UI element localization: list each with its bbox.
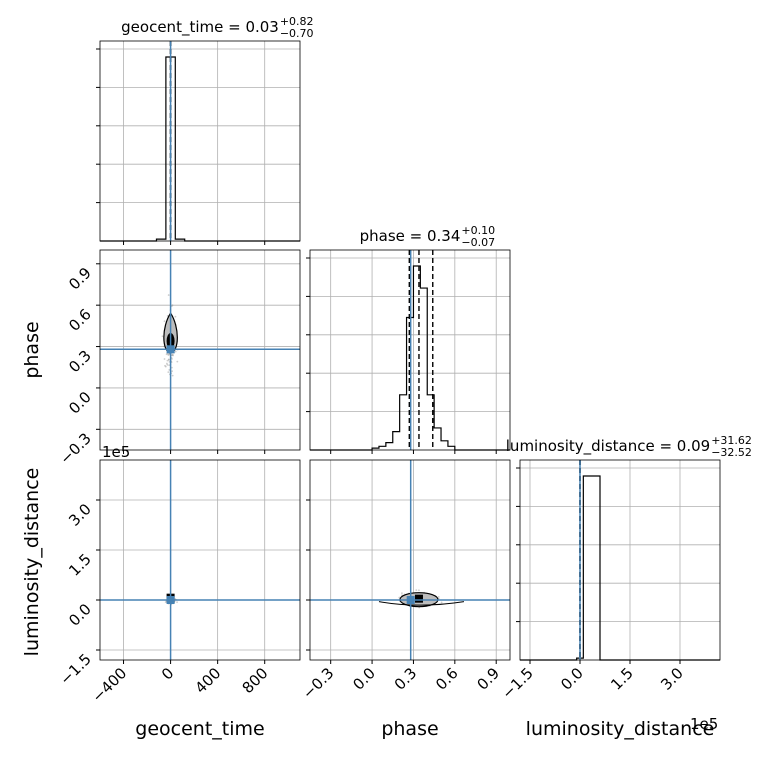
sample-point <box>167 371 170 374</box>
offset-label-x: 1e5 <box>690 715 718 733</box>
sample-point <box>168 364 171 367</box>
y-tick-label: 0.0 <box>65 600 95 630</box>
sample-point <box>174 350 177 353</box>
title-main: luminosity_distance = 0.09 <box>506 437 710 456</box>
scatter-panel-geocent-time-vs-luminosity-distance: −400 0 400 800 −1.5 0.0 1.5 3.0 <box>56 459 301 706</box>
xlabel-phase: phase <box>381 718 438 740</box>
ylabel-phase: phase <box>21 321 43 378</box>
panel-title: phase = 0.34 <box>360 227 461 245</box>
title-minus: −32.52 <box>711 446 752 459</box>
x-tick-label: 3.0 <box>657 664 687 694</box>
panel-frame <box>99 459 301 661</box>
x-tick-label: 0 <box>158 664 177 683</box>
sample-point <box>163 358 166 360</box>
sample-point <box>165 353 168 356</box>
axis-labels: geocent_time phase luminosity_distance p… <box>21 321 718 740</box>
x-tick-label: −0.3 <box>299 664 337 702</box>
y-tick-label: 0.0 <box>65 388 95 418</box>
sample-point <box>167 358 170 361</box>
x-tick-label: 0.0 <box>557 664 587 694</box>
offset-label-y: 1e5 <box>102 443 130 461</box>
panel-title: luminosity_distance = 0.09 <box>506 437 710 456</box>
sample-point <box>166 363 169 366</box>
sample-point <box>163 320 166 323</box>
sample-point <box>418 589 420 592</box>
x-tick-label: 800 <box>239 664 272 697</box>
sample-point <box>401 592 403 595</box>
panel-frame <box>309 459 511 661</box>
title-errors: +0.10−0.07 <box>461 224 495 249</box>
x-tick-label: 400 <box>191 664 224 697</box>
sample-point <box>166 359 169 362</box>
sample-point <box>168 369 171 371</box>
hist-step <box>310 265 510 451</box>
title-plus: +0.10 <box>461 224 495 237</box>
sample-point <box>171 374 174 377</box>
x-tick-label: 0.6 <box>432 664 462 694</box>
panel-frame <box>309 249 511 451</box>
panel-frame <box>99 40 301 242</box>
hist-panel-geocent-time: geocent_time = 0.03 +0.82−0.70 <box>96 15 314 245</box>
title-errors: +31.62−32.52 <box>711 434 752 459</box>
y-tick-label: 3.0 <box>65 500 95 530</box>
contour-tail <box>378 601 465 606</box>
scatter-panel-geocent-time-vs-phase: −0.3 0.0 0.3 0.6 0.9 <box>56 249 301 468</box>
hist-step <box>520 475 720 661</box>
sample-point <box>176 601 178 604</box>
sample-point <box>172 354 174 357</box>
panel-frame <box>519 459 721 661</box>
sample-point <box>440 601 443 604</box>
sample-point <box>176 360 179 363</box>
hist-step <box>100 56 300 242</box>
sample-point <box>437 595 440 598</box>
sample-point <box>174 315 177 318</box>
scatter-panel-phase-vs-luminosity-distance: −0.3 0.0 0.3 0.6 0.9 <box>299 459 511 703</box>
sample-point <box>161 335 164 338</box>
x-tick-label: 1.5 <box>607 664 637 694</box>
title-main: phase = 0.34 <box>360 227 461 245</box>
hist-panel-phase: phase = 0.34 +0.10−0.07 <box>306 224 511 454</box>
ylabel-luminosity-distance: luminosity_distance <box>21 468 43 657</box>
y-tick-label: 0.3 <box>65 347 95 377</box>
sample-point <box>171 366 173 369</box>
title-errors: +0.82−0.70 <box>280 15 314 40</box>
x-tick-label: −1.5 <box>498 664 536 702</box>
sample-point <box>415 589 418 592</box>
truth-marker <box>406 596 415 604</box>
contour-inner <box>414 594 423 603</box>
x-tick-label: 0.0 <box>349 664 379 694</box>
panel-frame <box>99 249 301 451</box>
truth-marker <box>166 345 175 354</box>
xlabel-geocent-time: geocent_time <box>135 718 264 740</box>
sample-point <box>171 370 173 373</box>
xlabel-luminosity-distance: luminosity_distance <box>526 718 715 740</box>
title-plus: +31.62 <box>711 434 752 447</box>
panel-title: geocent_time = 0.03 <box>121 18 279 37</box>
title-main: geocent_time = 0.03 <box>121 18 279 37</box>
title-minus: −0.07 <box>461 236 495 249</box>
y-tick-label: 0.9 <box>65 264 95 294</box>
title-minus: −0.70 <box>280 27 314 40</box>
y-tick-label: 0.6 <box>65 305 95 335</box>
x-tick-label: 0.3 <box>391 664 421 694</box>
y-tick-label: −1.5 <box>56 650 94 688</box>
sample-point <box>167 294 170 296</box>
y-tick-label: 1.5 <box>65 550 95 580</box>
sample-point <box>164 364 166 367</box>
truth-marker <box>166 596 175 604</box>
title-plus: +0.82 <box>280 15 314 28</box>
y-tick-label: −0.3 <box>56 429 94 467</box>
x-tick-label: −400 <box>88 664 130 706</box>
hist-panel-luminosity-distance: −1.5 0.0 1.5 3.0 luminosity_distance = 0.09 +… <box>498 434 752 703</box>
